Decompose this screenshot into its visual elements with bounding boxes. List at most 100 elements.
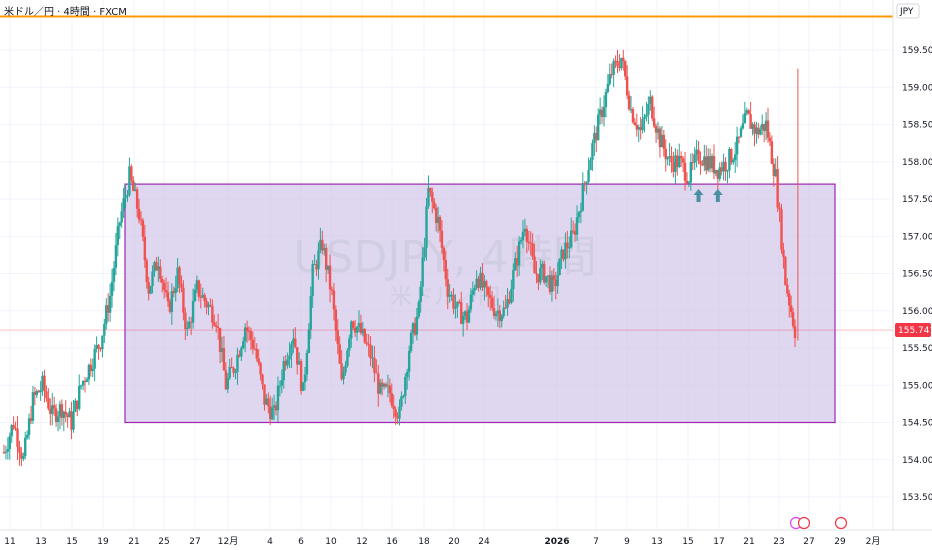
candle-body [49, 408, 52, 414]
candle-body [776, 169, 779, 208]
candle-body [276, 385, 280, 411]
candle-body [29, 418, 33, 421]
candle-body [768, 137, 772, 142]
candle-body [137, 208, 141, 220]
candle-body [203, 294, 206, 302]
candle-body [207, 304, 210, 308]
candle-body [759, 129, 762, 135]
candle-body [294, 338, 297, 348]
candle-body [606, 83, 610, 92]
candle-body [380, 382, 384, 387]
candle-body [280, 380, 284, 386]
candle-body [149, 285, 152, 294]
candle-body [560, 249, 563, 259]
time-axis[interactable]: 11 13 15 19 21 25 27 12月 4 6 10 12 16 18 20 24 2026 7 9 13 1… [0, 529, 932, 547]
candle-body [394, 409, 397, 417]
candle-body [674, 155, 677, 172]
candle-body [444, 260, 448, 280]
candle-body [365, 342, 368, 344]
currency-badge[interactable] [896, 3, 920, 19]
candle-body [404, 376, 407, 397]
time-tick-label: 27 [189, 537, 200, 547]
candle-body [666, 157, 669, 160]
us-flag-event-icon[interactable] [834, 516, 848, 530]
time-tick-label: 21 [128, 537, 139, 547]
candle-body [60, 404, 64, 418]
candle-body [575, 217, 579, 235]
candle-body [465, 311, 469, 323]
candle-body [529, 242, 532, 244]
candle-body [33, 392, 37, 396]
time-tick-label: 13 [35, 537, 46, 547]
candle-body [554, 279, 557, 287]
candle-body [620, 57, 623, 69]
candle-body [361, 329, 365, 334]
candle-body [635, 125, 638, 130]
chart-title: 米ドル／円 · 4時間 · FXCM [4, 5, 127, 18]
candle-body [475, 278, 478, 288]
time-tick-label: 13 [651, 537, 662, 547]
candle-body [647, 103, 650, 115]
candle-body [272, 405, 276, 408]
candle-body [340, 363, 343, 380]
price-tick-label: 155.000 [902, 381, 932, 391]
candle-body [213, 322, 216, 326]
candle-body [477, 278, 480, 288]
candle-body [460, 302, 463, 324]
candle-body [652, 118, 656, 127]
candle-body [745, 110, 748, 114]
candle-body [488, 295, 492, 299]
candle-body [469, 294, 473, 310]
candle-body [678, 155, 681, 168]
candle-body [278, 385, 282, 387]
price-zone-rectangle[interactable] [124, 183, 836, 424]
candle-body [600, 109, 604, 118]
candle-body [45, 391, 48, 399]
candle-body [716, 170, 720, 179]
candle-body [440, 230, 444, 249]
time-tick-label: 23 [773, 537, 784, 547]
price-axis[interactable]: 159.500 159.000 158.500 158.000 157.500 157.0… [892, 0, 932, 550]
time-tick-label: 11 [4, 537, 15, 547]
candle-body [369, 344, 372, 359]
price-tick-label: 154.500 [902, 419, 932, 429]
candle-body [116, 226, 120, 246]
candle-body [541, 263, 544, 268]
candle-body [591, 143, 594, 161]
candle-body [456, 301, 459, 307]
time-tick-label: 12月 [218, 536, 238, 547]
candle-body [668, 156, 671, 158]
candle-body [226, 378, 229, 390]
candle-body [296, 347, 299, 365]
candle-body [78, 385, 81, 409]
candle-body [772, 163, 775, 177]
candle-body [70, 411, 73, 430]
us-flag-event-icon[interactable] [797, 516, 811, 530]
candle-body [392, 405, 395, 410]
candle-body [162, 282, 166, 291]
candle-body [184, 312, 187, 330]
candle-body [384, 383, 388, 387]
candle-body [132, 180, 135, 191]
candle-body [579, 210, 583, 213]
candle-body [332, 290, 336, 310]
candle-body [402, 396, 405, 398]
candle-body [411, 323, 415, 333]
candle-body [317, 250, 320, 270]
candle-body [612, 60, 615, 75]
candle-body [242, 341, 245, 348]
candle-body [386, 385, 390, 387]
candle-body [309, 296, 312, 330]
candle-body [421, 257, 424, 287]
candle-body [338, 344, 341, 364]
candle-body [377, 373, 380, 394]
candle-body [514, 258, 517, 271]
candle-body [180, 283, 183, 288]
candle-body [363, 329, 366, 343]
candle-body [637, 127, 640, 130]
candle-body [770, 141, 774, 164]
time-tick-label: 27 [803, 537, 814, 547]
candle-body [556, 275, 559, 287]
candle-body [780, 209, 783, 250]
candle-body [195, 280, 199, 290]
